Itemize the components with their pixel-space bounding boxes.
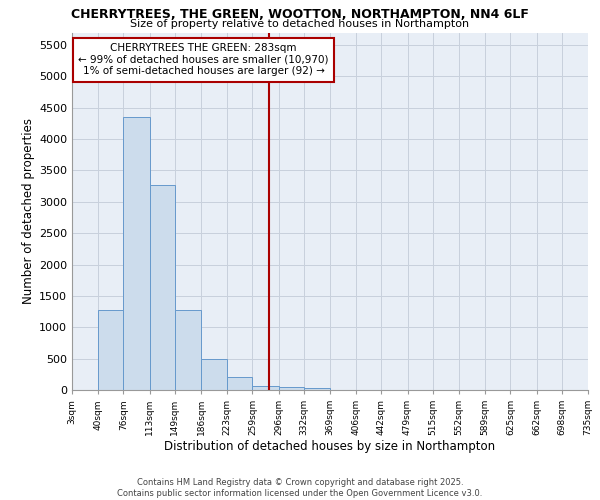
Bar — [227, 378, 253, 390]
Y-axis label: Number of detached properties: Number of detached properties — [22, 118, 35, 304]
Bar — [124, 117, 149, 390]
Bar — [175, 310, 201, 390]
Bar — [149, 185, 175, 390]
Text: CHERRYTREES THE GREEN: 283sqm
← 99% of detached houses are smaller (10,970)
1% o: CHERRYTREES THE GREEN: 283sqm ← 99% of d… — [79, 43, 329, 76]
Bar — [304, 388, 330, 390]
Bar — [253, 386, 278, 390]
X-axis label: Distribution of detached houses by size in Northampton: Distribution of detached houses by size … — [164, 440, 496, 452]
Text: CHERRYTREES, THE GREEN, WOOTTON, NORTHAMPTON, NN4 6LF: CHERRYTREES, THE GREEN, WOOTTON, NORTHAM… — [71, 8, 529, 20]
Text: Size of property relative to detached houses in Northampton: Size of property relative to detached ho… — [130, 19, 470, 29]
Bar — [98, 310, 124, 390]
Bar — [201, 358, 227, 390]
Bar — [278, 387, 304, 390]
Text: Contains HM Land Registry data © Crown copyright and database right 2025.
Contai: Contains HM Land Registry data © Crown c… — [118, 478, 482, 498]
